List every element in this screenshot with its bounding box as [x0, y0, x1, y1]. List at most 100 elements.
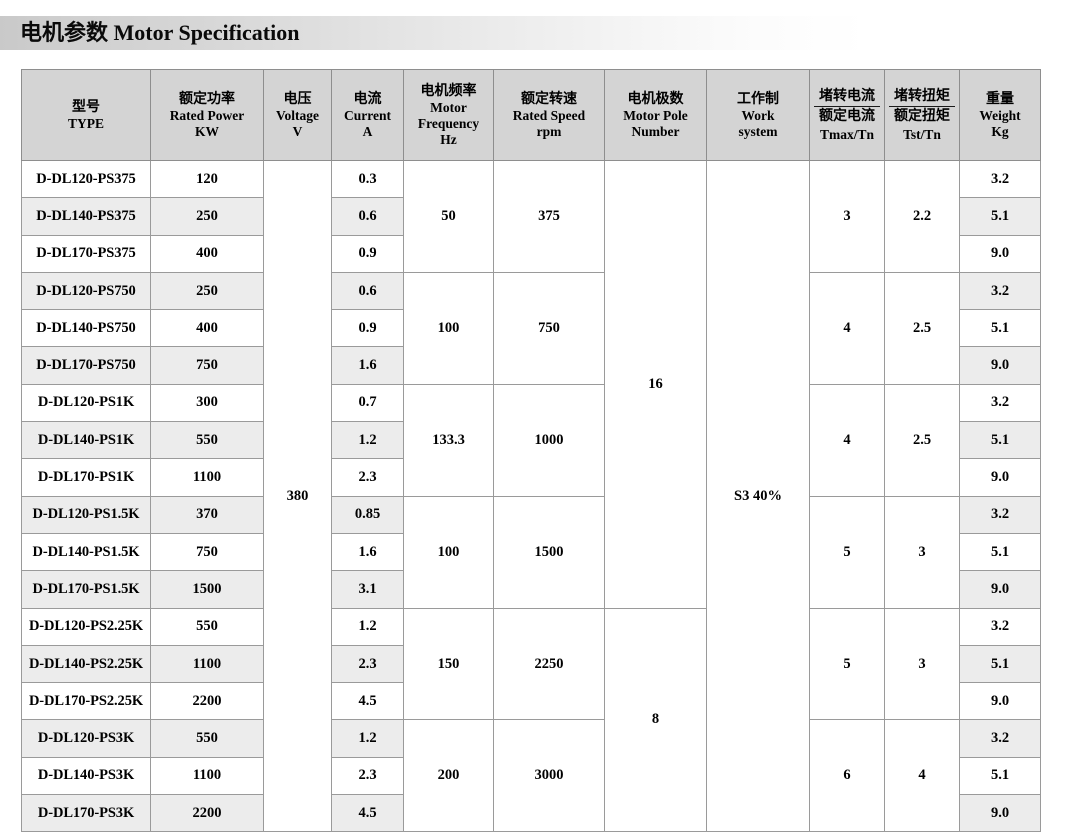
- cell-rated-power: 1100: [150, 756, 264, 796]
- cell-weight: 5.1: [959, 309, 1041, 348]
- cell-tmax-tn: 4: [809, 383, 885, 497]
- cell-weight: 5.1: [959, 532, 1041, 572]
- column-header-en: Rated Power: [169, 107, 245, 123]
- column-header-unit: Kg: [991, 123, 1009, 139]
- column-header-unit: Hz: [440, 131, 457, 147]
- column-header-unit: rpm: [536, 123, 562, 139]
- column-header-cn: 额定功率: [179, 91, 235, 107]
- cell-motor-frequency: 150: [403, 607, 494, 721]
- cell-weight: 3.2: [959, 159, 1041, 199]
- cell-weight: 9.0: [959, 234, 1041, 273]
- cell-current: 0.9: [331, 309, 404, 348]
- cell-rated-power: 2200: [150, 794, 264, 832]
- column-header-en: Motor Pole: [623, 107, 688, 123]
- cell-current: 0.85: [331, 495, 404, 534]
- cell-rated-power: 550: [150, 607, 264, 646]
- column-header-cn: 额定转速: [521, 91, 577, 107]
- table-row: D-DL120-PS1K 300 0.7 133.3 1000 4 2.5 3.2: [21, 383, 1041, 497]
- column-header-symbol: Tst/Tn: [903, 126, 941, 142]
- cell-rated-speed: 375: [493, 160, 605, 273]
- cell-current: 0.6: [331, 271, 404, 311]
- table-row: D-DL140-PS2.25K 1100 2.3 5.1: [21, 644, 1041, 684]
- cell-rated-speed: 1000: [493, 383, 605, 497]
- column-header-unit: KW: [194, 123, 219, 139]
- cell-tst-tn: 2.2: [884, 160, 960, 273]
- column-header-unit: V: [292, 123, 303, 139]
- column-header-unit: A: [362, 123, 373, 139]
- cell-motor-frequency: 133.3: [403, 383, 494, 497]
- cell-rated-power: 1100: [150, 644, 264, 684]
- cell-rated-power: 250: [150, 271, 264, 311]
- column-header-en: Voltage: [276, 107, 319, 123]
- cell-current: 0.9: [331, 234, 404, 273]
- cell-weight: 9.0: [959, 570, 1041, 609]
- cell-motor-frequency: 200: [403, 719, 494, 832]
- cell-current: 0.3: [331, 159, 404, 199]
- cell-current: 1.6: [331, 532, 404, 572]
- cell-rated-power: 120: [150, 159, 264, 199]
- cell-type: D-DL170-PS3K: [21, 794, 151, 832]
- column-header-unit: Number: [631, 123, 680, 139]
- cell-rated-speed: 2250: [493, 607, 605, 721]
- cell-rated-speed: 750: [493, 271, 605, 385]
- cell-type: D-DL170-PS2.25K: [21, 682, 151, 721]
- cell-weight: 5.1: [959, 421, 1041, 460]
- cell-weight: 3.2: [959, 383, 1041, 423]
- cell-current: 1.2: [331, 719, 404, 758]
- cell-rated-speed: 3000: [493, 719, 605, 832]
- cell-type: D-DL140-PS375: [21, 197, 151, 236]
- cell-current: 3.1: [331, 570, 404, 609]
- cell-type: D-DL170-PS1K: [21, 458, 151, 497]
- column-header-numerator: 堵转电流: [814, 88, 880, 107]
- column-header-tst-tn: 堵转扭矩 额定扭矩 Tst/Tn: [884, 69, 960, 161]
- column-header-rated-speed: 额定转速 Rated Speed rpm: [493, 69, 605, 161]
- column-header-motor-frequency: 电机频率 Motor Frequency Hz: [403, 69, 494, 161]
- cell-type: D-DL140-PS750: [21, 309, 151, 348]
- cell-tst-tn: 3: [884, 607, 960, 721]
- column-header-weight: 重量 Weight Kg: [959, 69, 1041, 161]
- cell-weight: 3.2: [959, 719, 1041, 758]
- column-header-work: 工作制 Work system: [706, 69, 810, 161]
- table-row: D-DL170-PS750 750 1.6 9.0: [21, 346, 1041, 385]
- cell-rated-power: 400: [150, 309, 264, 348]
- cell-current: 0.6: [331, 197, 404, 236]
- cell-tst-tn: 4: [884, 719, 960, 832]
- motor-specification-table: 型号 TYPE 额定功率 Rated Power KW 电压 Voltage V 电流 Curre…: [21, 69, 1041, 832]
- cell-current: 1.6: [331, 346, 404, 385]
- cell-tst-tn: 2.5: [884, 383, 960, 497]
- cell-rated-power: 1500: [150, 570, 264, 609]
- table-header-row: 型号 TYPE 额定功率 Rated Power KW 电压 Voltage V 电流 Curre…: [21, 69, 1041, 161]
- cell-motor-frequency: 50: [403, 160, 494, 273]
- column-header-cn: 重量: [986, 91, 1014, 107]
- cell-tmax-tn: 3: [809, 160, 885, 273]
- cell-current: 4.5: [331, 794, 404, 832]
- column-header-en: TYPE: [67, 115, 104, 131]
- column-header-denominator: 额定电流: [819, 108, 875, 124]
- cell-current: 1.2: [331, 607, 404, 646]
- column-header-en: Current: [344, 107, 391, 123]
- cell-type: D-DL120-PS2.25K: [21, 607, 151, 646]
- cell-type: D-DL120-PS750: [21, 271, 151, 311]
- cell-type: D-DL140-PS1.5K: [21, 532, 151, 572]
- cell-current: 1.2: [331, 421, 404, 460]
- table-row: D-DL170-PS1K 1100 2.3 9.0: [21, 458, 1041, 497]
- cell-current: 2.3: [331, 644, 404, 684]
- column-header-voltage: 电压 Voltage V: [263, 69, 332, 161]
- cell-rated-power: 250: [150, 197, 264, 236]
- column-header-motor-pole: 电机极数 Motor Pole Number: [604, 69, 707, 161]
- column-header-rated-power: 额定功率 Rated Power KW: [150, 69, 264, 161]
- column-header-en: Motor Frequency: [417, 99, 480, 131]
- cell-weight: 5.1: [959, 644, 1041, 684]
- cell-rated-power: 300: [150, 383, 264, 423]
- table-row: D-DL170-PS1.5K 1500 3.1 9.0: [21, 570, 1041, 609]
- column-header-en: Work: [741, 107, 775, 123]
- cell-type: D-DL170-PS750: [21, 346, 151, 385]
- column-header-cn: 电压: [283, 91, 312, 107]
- table-row: D-DL120-PS750 250 0.6 100 750 4 2.5 3.2: [21, 271, 1041, 385]
- cell-current: 4.5: [331, 682, 404, 721]
- cell-motor-pole-number: 16: [604, 160, 707, 609]
- cell-weight: 3.2: [959, 271, 1041, 311]
- table-row: D-DL140-PS3K 1100 2.3 5.1: [21, 756, 1041, 796]
- cell-type: D-DL170-PS375: [21, 234, 151, 273]
- cell-weight: 3.2: [959, 607, 1041, 646]
